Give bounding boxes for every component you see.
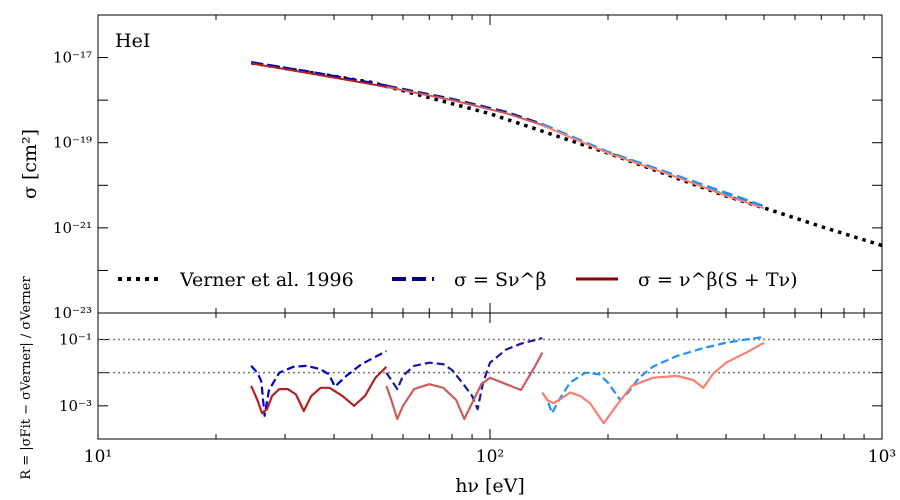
- top-panel: 10⁻¹⁷ 10⁻¹⁹ 10⁻²¹ 10⁻²³ HeI σ [cm²] Verner et …: [19, 14, 883, 322]
- residual-line-dashed: [250, 350, 387, 417]
- x-axis-title: hν [eV]: [455, 475, 525, 497]
- y-tick-label: 10⁻²³: [53, 304, 92, 322]
- residual-line-solid: [385, 352, 544, 421]
- y-tick-label: 10⁻³: [59, 397, 92, 415]
- series-line-solid: [386, 85, 543, 126]
- residual-line-dashed: [541, 335, 765, 415]
- series-line-solid: [251, 62, 387, 88]
- x-axis-labels: 10¹ 10² 10³ hν [eV]: [84, 447, 896, 497]
- y-axis-title: σ [cm²]: [19, 129, 41, 199]
- y-tick-label: 10⁻¹⁷: [53, 49, 92, 67]
- bottom-panel: 10⁻¹ 10⁻³ R = |σFit − σVerner| / σVerner: [19, 276, 883, 480]
- y-tick-label: 10⁻¹: [59, 331, 92, 349]
- top-series-group: [250, 61, 882, 248]
- residual-line-solid: [541, 341, 765, 425]
- y-tick-label: 10⁻²¹: [53, 219, 92, 237]
- residual-line-solid: [250, 366, 388, 415]
- panel-label: HeI: [115, 30, 150, 52]
- legend-entry-label: σ = ν^β(S + Tν): [638, 269, 798, 291]
- bottom-series-group: [250, 335, 765, 425]
- series-line-dotted: [250, 61, 882, 248]
- legend-entry-label: Verner et al. 1996: [179, 269, 354, 291]
- series-line-solid: [541, 124, 765, 210]
- x-tick-label: 10¹: [84, 447, 112, 467]
- x-tick-label: 10²: [476, 447, 504, 467]
- residual-line-dashed: [385, 337, 543, 411]
- legend-entry-label: σ = Sν^β: [454, 269, 546, 291]
- series-line-dashed: [541, 123, 765, 208]
- x-tick-label: 10³: [868, 447, 896, 467]
- bottom-panel-frame: [97, 312, 883, 440]
- residual-axis-title: R = |σFit − σVerner| / σVerner: [19, 276, 34, 480]
- y-tick-label: 10⁻¹⁹: [53, 134, 92, 152]
